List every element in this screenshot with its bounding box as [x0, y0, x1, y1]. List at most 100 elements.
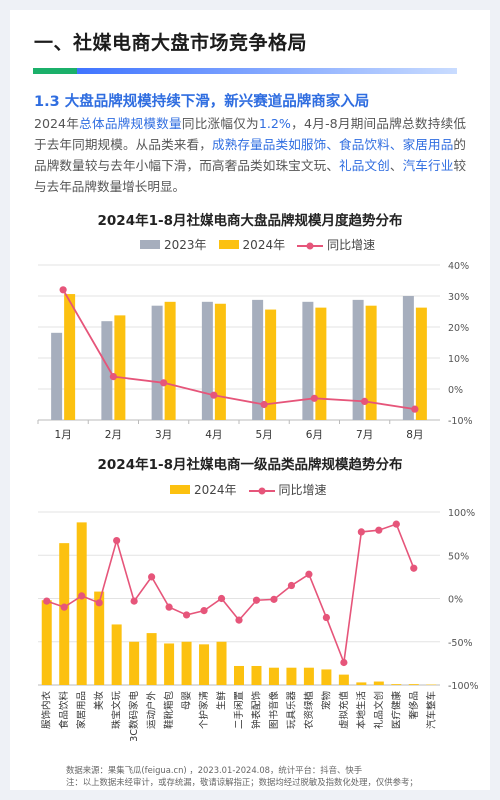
growth-point — [113, 536, 121, 545]
growth-point — [109, 373, 117, 381]
category-label: 母婴 — [182, 691, 193, 710]
legend-label: 2024年 — [194, 483, 237, 497]
bar-2024 — [415, 307, 427, 420]
growth-point — [340, 658, 348, 667]
growth-point — [60, 603, 68, 611]
category-label: 礼品文创 — [373, 691, 385, 729]
right-axis-tick: -10% — [448, 416, 473, 427]
legend-label: 2023年 — [164, 238, 207, 252]
x-tick-label: 6月 — [306, 429, 323, 441]
category-label: 二手闲置 — [233, 691, 245, 729]
category-label: 美妆 — [93, 691, 105, 711]
section-title: 一、社媒电商大盘市场竞争格局 — [34, 32, 308, 54]
growth-point — [148, 573, 156, 581]
bar-2023 — [352, 299, 364, 420]
growth-point — [130, 597, 138, 605]
category-bar — [216, 641, 227, 685]
category-label: 本地生活 — [355, 691, 367, 730]
category-label: 3C数码家电 — [128, 691, 140, 742]
category-bar — [76, 522, 87, 685]
highlight-text: 礼品文创 — [339, 158, 390, 173]
x-tick-label: 4月 — [205, 429, 222, 441]
category-label: 奢侈品 — [408, 691, 420, 720]
category-bar — [391, 684, 402, 685]
right-axis-tick: -100% — [448, 681, 479, 692]
sub-heading: 1.3 大盘品牌规模持续下滑，新兴赛道品牌商家入局 — [34, 94, 370, 110]
category-label: 宠物 — [320, 691, 332, 711]
right-axis-tick: 0% — [448, 595, 463, 606]
category-bar — [373, 681, 384, 685]
category-label: 个护家清 — [198, 691, 210, 730]
growth-point — [217, 594, 226, 603]
category-bar — [268, 667, 279, 685]
category-bar — [164, 643, 175, 685]
growth-point — [252, 596, 261, 604]
monthly-brand-chart: 40% 30% 20% 10% 0% -10% 1月 2月 3月 4月 5月 6月 7月 8月 — [37, 261, 473, 441]
category-bar — [41, 600, 52, 685]
growth-point — [235, 616, 243, 624]
growth-point — [287, 581, 296, 590]
paragraph-text: ，4月-8月期间品牌总数持续低于去年同期规模。从品类来看， — [34, 116, 467, 152]
legend-item: 2023年 — [140, 236, 207, 253]
category-bar — [321, 669, 332, 685]
growth-point — [160, 379, 168, 387]
title-underline — [33, 68, 457, 74]
growth-point — [361, 397, 369, 405]
highlight-text: 汽车行业 — [402, 158, 454, 173]
bar-2024 — [214, 303, 226, 420]
legend-item: 2024年 — [170, 481, 237, 498]
growth-point — [410, 564, 418, 572]
x-tick-label: 1月 — [55, 429, 72, 441]
summary-paragraph: 2024年总体品牌规模数量同比涨幅仅为1.2%，4月-8月期间品牌总数持续低于去… — [34, 113, 466, 197]
chart2-legend: 2024年 同比增速 — [170, 481, 327, 498]
category-bar — [408, 684, 419, 685]
category-brand-chart: 100% 50% 0% -50% -100% 服饰内衣 食品饮料 家居用品 美妆 珠宝文玩 3C数码… — [38, 508, 479, 742]
category-bar — [111, 624, 122, 685]
highlight-text: 成熟存量品类如服饰、食品饮料、家居用品 — [211, 137, 454, 152]
growth-point — [260, 400, 268, 409]
x-tick-label: 7月 — [356, 429, 373, 441]
chart1-title: 2024年1-8月社媒电商大盘品牌规模月度趋势分布 — [97, 213, 403, 229]
footer-source: 数据来源：果集飞瓜(feigua.cn) ，2023.01-2024.08，统计… — [66, 765, 363, 775]
growth-line — [46, 523, 415, 663]
category-label: 食品饮料 — [58, 691, 70, 730]
category-bar — [234, 665, 244, 685]
category-bar — [251, 665, 262, 685]
bar-2024 — [315, 307, 327, 420]
category-bar — [181, 641, 192, 685]
growth-point — [392, 520, 400, 528]
right-axis-tick: 30% — [448, 292, 469, 303]
legend-label: 同比增速 — [327, 238, 376, 252]
bar-2023 — [101, 321, 113, 420]
legend-item: 同比增速 — [248, 481, 327, 498]
growth-line — [62, 289, 416, 411]
x-tick-label: 2月 — [105, 429, 122, 441]
growth-point — [210, 391, 218, 399]
legend-item: 2024年 — [218, 236, 286, 253]
growth-point — [357, 528, 365, 536]
legend-label: 2024年 — [242, 238, 286, 252]
highlight-text: 1.2% — [258, 116, 291, 131]
category-label: 鞋靴箱包 — [163, 691, 175, 730]
right-axis-tick: 40% — [448, 261, 469, 272]
paragraph-text: 较与去年品牌数量增长明显。 — [34, 158, 467, 194]
legend-item: 同比增速 — [297, 236, 375, 253]
x-tick-label: 8月 — [406, 429, 423, 441]
growth-point — [182, 611, 191, 619]
category-label: 医疗健康 — [390, 691, 402, 730]
legend-swatch-bar — [218, 240, 239, 249]
growth-point — [59, 286, 67, 294]
bar-2024 — [265, 309, 277, 420]
growth-point — [375, 526, 383, 534]
chart2-title: 2024年1-8月社媒电商一级品类品牌规模趋势分布 — [97, 457, 403, 473]
category-bar — [146, 633, 157, 685]
category-label: 家居用品 — [76, 691, 88, 729]
category-bar — [286, 667, 297, 685]
growth-point — [95, 599, 103, 607]
category-label: 汽车整车 — [425, 691, 437, 729]
right-axis-tick: 100% — [448, 508, 475, 519]
x-tick-label: 5月 — [256, 429, 273, 441]
category-label: 农资绿植 — [303, 691, 315, 730]
category-label: 虚拟充值 — [338, 691, 350, 730]
growth-point — [305, 570, 313, 578]
